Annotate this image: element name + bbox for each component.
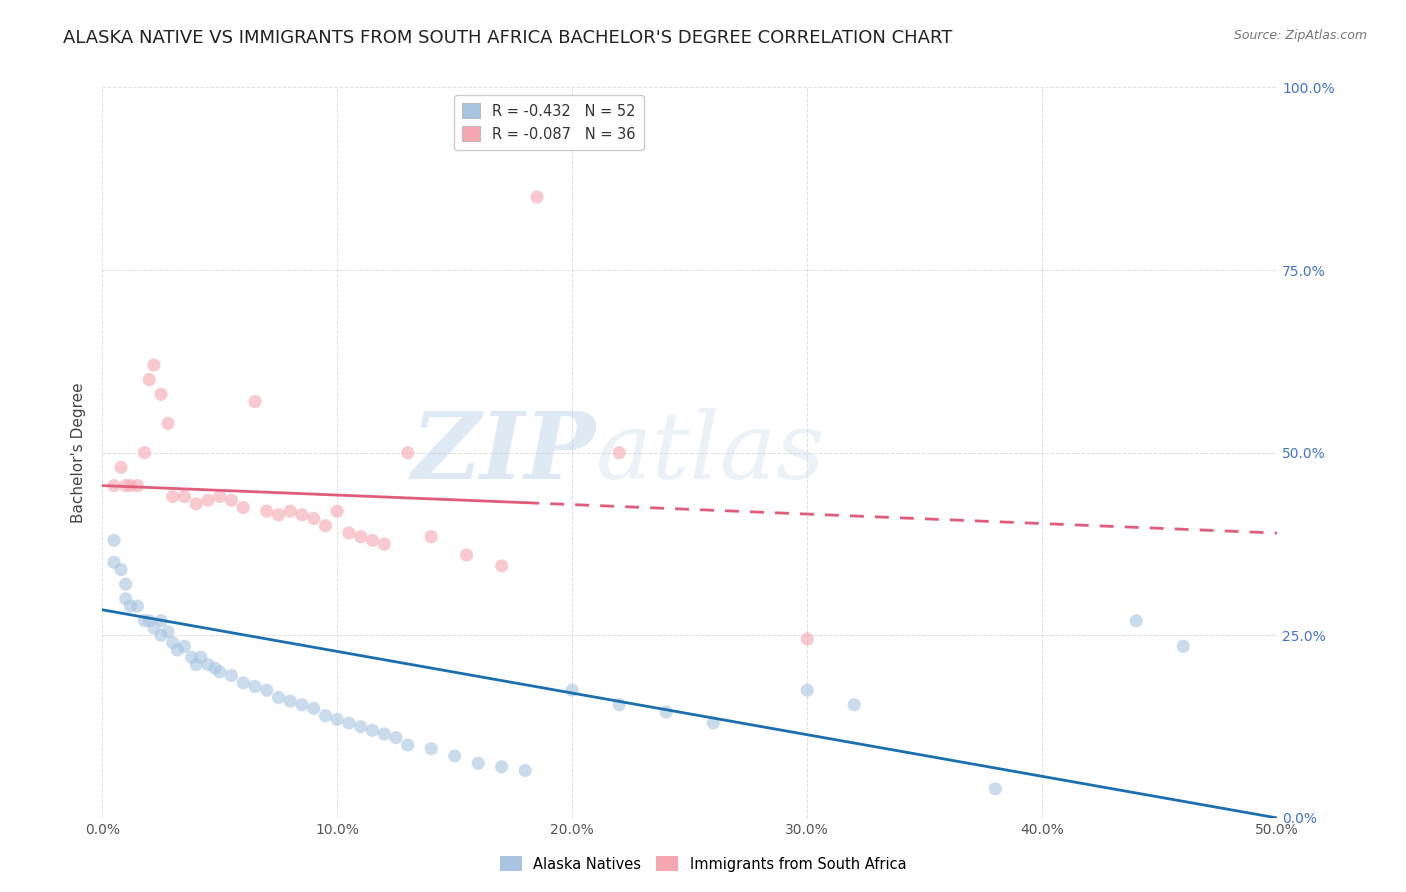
Point <box>173 490 195 504</box>
Point <box>655 705 678 719</box>
Point <box>190 650 212 665</box>
Point <box>114 577 136 591</box>
Point <box>197 493 219 508</box>
Point <box>561 683 583 698</box>
Point <box>267 690 290 705</box>
Point <box>396 446 419 460</box>
Point <box>162 635 184 649</box>
Point <box>607 446 630 460</box>
Text: Source: ZipAtlas.com: Source: ZipAtlas.com <box>1233 29 1367 42</box>
Point <box>1125 614 1147 628</box>
Point <box>326 504 349 518</box>
Point <box>186 497 208 511</box>
Point <box>337 526 360 541</box>
Point <box>456 548 478 562</box>
Point <box>361 533 384 548</box>
Point <box>302 701 325 715</box>
Point <box>420 530 443 544</box>
Point <box>204 661 226 675</box>
Point <box>361 723 384 738</box>
Point <box>114 591 136 606</box>
Point <box>156 417 179 431</box>
Point <box>166 643 188 657</box>
Point <box>180 650 202 665</box>
Point <box>326 712 349 726</box>
Point <box>337 716 360 731</box>
Point <box>110 460 132 475</box>
Point <box>491 760 513 774</box>
Point <box>844 698 866 712</box>
Point <box>491 558 513 573</box>
Point <box>278 694 301 708</box>
Point <box>208 665 231 679</box>
Point <box>702 716 724 731</box>
Point <box>1173 640 1195 654</box>
Point <box>396 738 419 752</box>
Point <box>134 614 156 628</box>
Point <box>373 727 395 741</box>
Legend: Alaska Natives, Immigrants from South Africa: Alaska Natives, Immigrants from South Af… <box>494 850 912 878</box>
Text: ZIP: ZIP <box>412 408 596 498</box>
Point <box>443 748 465 763</box>
Point <box>127 478 149 492</box>
Point <box>796 632 818 646</box>
Point <box>243 680 266 694</box>
Point <box>291 698 314 712</box>
Point <box>149 387 172 401</box>
Point <box>149 614 172 628</box>
Point <box>256 683 278 698</box>
Point <box>243 394 266 409</box>
Text: atlas: atlas <box>596 408 825 498</box>
Y-axis label: Bachelor's Degree: Bachelor's Degree <box>72 383 86 523</box>
Point <box>291 508 314 522</box>
Point <box>103 555 125 569</box>
Point <box>314 708 336 723</box>
Point <box>278 504 301 518</box>
Point <box>186 657 208 672</box>
Point <box>138 614 160 628</box>
Point <box>267 508 290 522</box>
Point <box>156 624 179 639</box>
Point <box>796 683 818 698</box>
Point <box>103 478 125 492</box>
Point <box>142 358 165 372</box>
Point <box>515 764 537 778</box>
Point <box>232 500 254 515</box>
Point <box>134 446 156 460</box>
Point <box>120 478 142 492</box>
Text: ALASKA NATIVE VS IMMIGRANTS FROM SOUTH AFRICA BACHELOR'S DEGREE CORRELATION CHAR: ALASKA NATIVE VS IMMIGRANTS FROM SOUTH A… <box>63 29 953 46</box>
Point <box>256 504 278 518</box>
Point <box>127 599 149 614</box>
Point <box>467 756 489 771</box>
Point <box>232 676 254 690</box>
Point <box>607 698 630 712</box>
Point <box>350 530 373 544</box>
Point <box>221 493 243 508</box>
Point <box>138 373 160 387</box>
Point <box>314 518 336 533</box>
Point <box>103 533 125 548</box>
Point <box>208 490 231 504</box>
Point <box>114 478 136 492</box>
Point <box>302 511 325 525</box>
Legend: R = -0.432   N = 52, R = -0.087   N = 36: R = -0.432 N = 52, R = -0.087 N = 36 <box>454 95 644 150</box>
Point <box>350 720 373 734</box>
Point <box>984 781 1007 796</box>
Point <box>385 731 408 745</box>
Point <box>110 563 132 577</box>
Point <box>197 657 219 672</box>
Point <box>221 668 243 682</box>
Point <box>142 621 165 635</box>
Point <box>420 741 443 756</box>
Point <box>526 190 548 204</box>
Point <box>173 640 195 654</box>
Point <box>162 490 184 504</box>
Point <box>373 537 395 551</box>
Point <box>149 628 172 642</box>
Point <box>120 599 142 614</box>
